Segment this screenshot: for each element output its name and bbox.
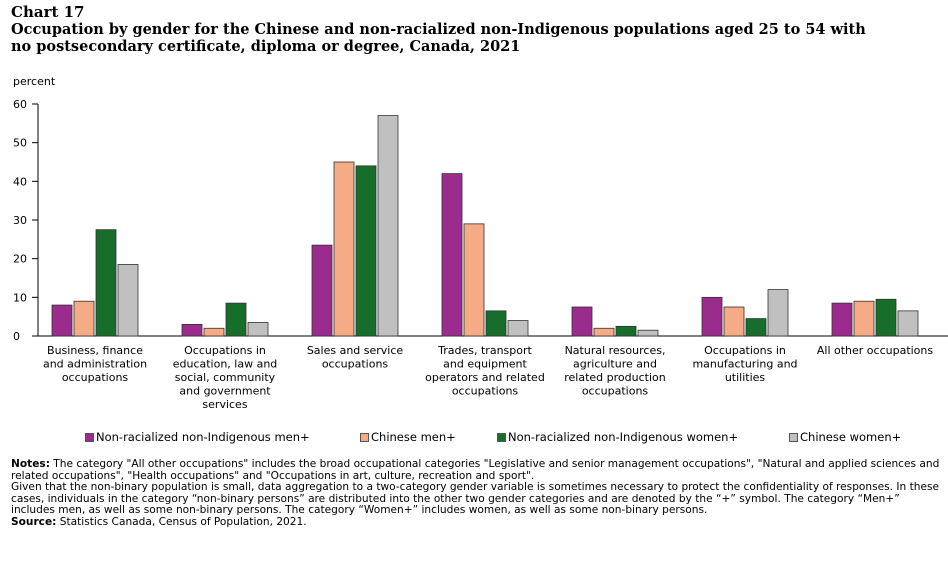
x-category-label-line: services: [202, 398, 247, 411]
bar: [593, 327, 615, 337]
chart-title: Occupation by gender for the Chinese and…: [11, 21, 946, 55]
x-category-label-line: related production: [564, 371, 665, 384]
notes-paragraph-2: Given that the non-binary population is …: [11, 481, 940, 517]
bar: [507, 320, 529, 337]
notes: Notes: The category "All other occupatio…: [11, 458, 941, 529]
bar: [463, 223, 485, 337]
legend-label: Chinese men+: [371, 430, 456, 444]
y-tick-label: 50: [13, 137, 27, 150]
x-category-label-line: and administration: [43, 358, 147, 371]
x-category-label-line: Sales and service: [307, 344, 404, 357]
bar: [311, 244, 333, 337]
bar: [853, 300, 875, 337]
legend-swatch: [85, 432, 94, 442]
bar: [225, 302, 247, 337]
bar: [485, 310, 507, 337]
legend-swatch: [789, 432, 798, 442]
bar: [181, 323, 203, 337]
bar: [571, 306, 593, 337]
bar: [767, 289, 789, 337]
x-category-label-line: occupations: [62, 371, 129, 384]
legend-label: Non-racialized non-Indigenous men+: [96, 430, 310, 444]
bar: [875, 298, 897, 337]
bar: [51, 304, 73, 337]
x-category-label-line: Trades, transport: [437, 344, 532, 357]
chart-label: Chart 17: [11, 3, 85, 21]
legend-label: Non-racialized non-Indigenous women+: [508, 430, 739, 444]
x-category-label-line: occupations: [582, 385, 649, 398]
bar: [615, 325, 637, 337]
chart-title-line-1: Occupation by gender for the Chinese and…: [11, 21, 866, 38]
bar: [355, 165, 377, 337]
x-category-label-line: and equipment: [443, 358, 527, 371]
bar: [203, 327, 225, 337]
bar: [745, 318, 767, 337]
x-category-label-line: occupations: [322, 358, 389, 371]
x-category-label-line: agriculture and: [573, 358, 657, 371]
y-axis-label: percent: [13, 75, 56, 88]
x-category-label-line: Business, finance: [47, 344, 143, 357]
legend-swatch: [360, 432, 369, 442]
bar: [441, 173, 463, 337]
bar: [247, 322, 269, 337]
x-category-label: Trades, transport and equipment operators …: [425, 344, 545, 398]
y-tick-label: 60: [13, 98, 27, 111]
source-line: Source: Statistics Canada, Census of Pop…: [11, 515, 941, 529]
chart-title-line-2: no postsecondary certificate, diploma or…: [11, 38, 521, 55]
source-label: Source:: [11, 515, 57, 528]
y-tick-label: 20: [13, 253, 27, 266]
y-tick-label: 30: [13, 214, 27, 227]
bar: [117, 264, 139, 337]
x-category-label: Occupations in manufacturing and utilities: [692, 344, 797, 384]
notes-text: The category "All other occupations" inc…: [11, 458, 940, 482]
bar: [897, 310, 919, 337]
y-tick-label: 40: [13, 175, 27, 188]
legend-swatch: [497, 432, 506, 442]
x-category-label: Occupations in education, law and social, …: [173, 344, 278, 411]
y-tick-label: 10: [13, 291, 27, 304]
notes-paragraph: Notes: The category "All other occupatio…: [11, 458, 941, 482]
x-category-label-line: All other occupations: [817, 344, 934, 357]
legend-label: Chinese women+: [800, 430, 902, 444]
x-category-label: Business, finance and administration occup…: [43, 344, 147, 384]
x-category-label-line: operators and related: [425, 371, 545, 384]
x-category-label-line: and government: [179, 385, 271, 398]
bar: [723, 306, 745, 337]
bar: [701, 296, 723, 337]
legend-item: Non-racialized non-Indigenous women+: [497, 430, 738, 444]
bar: [831, 302, 853, 337]
y-tick-label: 0: [13, 330, 20, 343]
x-category-label-line: Natural resources,: [565, 344, 666, 357]
bar: [95, 229, 117, 337]
legend-item: Chinese women+: [789, 430, 901, 444]
legend: Non-racialized non-Indigenous men+ Chines…: [0, 430, 948, 446]
source-text: Statistics Canada, Census of Population,…: [56, 515, 307, 528]
x-category-label-line: Occupations in: [184, 344, 266, 357]
x-category-label: All other occupations: [817, 344, 934, 357]
legend-item: Non-racialized non-Indigenous men+: [85, 430, 310, 444]
bar: [333, 161, 355, 337]
x-category-label-line: Occupations in: [704, 344, 786, 357]
x-category-label-line: social, community: [175, 371, 276, 384]
x-category-label: Natural resources, agriculture and related…: [564, 344, 665, 398]
x-category-label: Sales and service occupations: [307, 344, 404, 371]
x-category-label-line: education, law and: [173, 358, 278, 371]
bar: [73, 300, 95, 337]
bar: [637, 329, 659, 337]
notes-label: Notes:: [11, 458, 50, 470]
bar: [377, 115, 399, 337]
x-category-label-line: utilities: [725, 371, 766, 384]
x-category-label-line: manufacturing and: [692, 358, 797, 371]
legend-item: Chinese men+: [360, 430, 456, 444]
x-category-label-line: occupations: [452, 385, 519, 398]
